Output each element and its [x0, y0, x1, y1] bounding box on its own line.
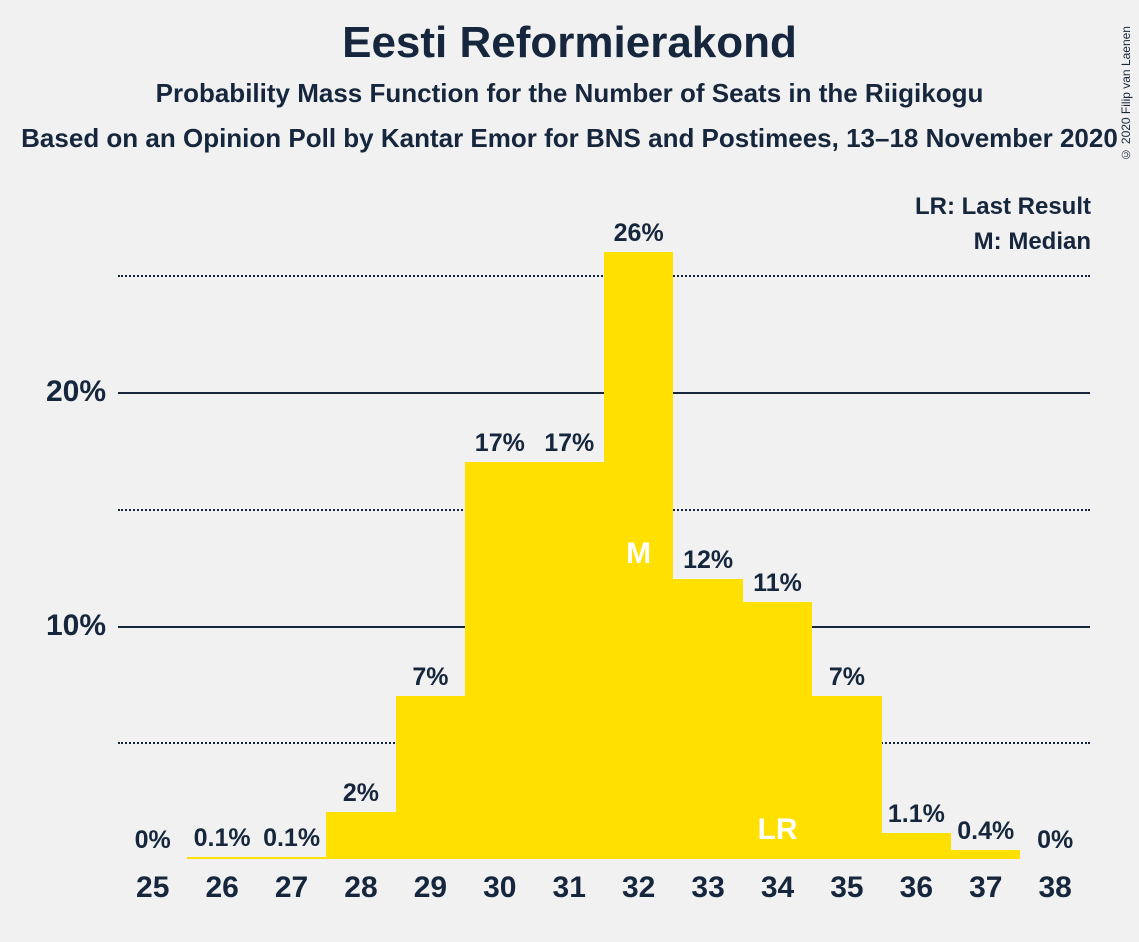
- bar: [812, 696, 881, 859]
- bar-slot: 1.1%: [882, 217, 951, 859]
- bar-slot: 26% M: [604, 217, 673, 859]
- bar-value-label: 12%: [673, 546, 742, 575]
- bar-value-label: 7%: [396, 663, 465, 692]
- bar-slot: 17%: [465, 217, 534, 859]
- bar-annotation: M: [604, 537, 673, 571]
- bar-slot: 7%: [396, 217, 465, 859]
- bar-value-label: 0%: [118, 826, 187, 855]
- bar-value-label: 26%: [604, 219, 673, 248]
- x-axis-category-label: 38: [1020, 871, 1089, 905]
- bar-value-label: 11%: [743, 569, 812, 598]
- x-axis-category-label: 37: [951, 871, 1020, 905]
- x-axis-category-label: 29: [396, 871, 465, 905]
- chart-subtitle-2: Based on an Opinion Poll by Kantar Emor …: [0, 123, 1139, 154]
- chart-subtitle-1: Probability Mass Function for the Number…: [0, 78, 1139, 109]
- bar: [187, 857, 256, 859]
- bar-slot: 0.4%: [951, 217, 1020, 859]
- x-axis-category-label: 28: [326, 871, 395, 905]
- bar-value-label: 2%: [326, 779, 395, 808]
- bars-container: 0%0.1%0.1%2%7%17%17%26%M12%11%LR7%1.1%0.…: [118, 217, 1090, 859]
- x-axis-category-label: 33: [673, 871, 742, 905]
- x-axis-category-label: 31: [535, 871, 604, 905]
- bar: [673, 579, 742, 859]
- bar-value-label: 0.4%: [951, 817, 1020, 846]
- bar-slot: 0.1%: [257, 217, 326, 859]
- bar-value-label: 7%: [812, 663, 881, 692]
- y-axis-label: 10%: [46, 609, 106, 643]
- bar-value-label: 0%: [1020, 826, 1089, 855]
- bar-slot: 2%: [326, 217, 395, 859]
- x-axis-category-label: 32: [604, 871, 673, 905]
- chart-plot-area: 10%20% 0%0.1%0.1%2%7%17%17%26%M12%11%LR7…: [118, 217, 1090, 859]
- bar: [535, 462, 604, 859]
- bar-slot: 12%: [673, 217, 742, 859]
- x-axis-category-label: 36: [882, 871, 951, 905]
- x-axis-labels: 2526272829303132333435363738: [118, 871, 1090, 905]
- chart-title: Eesti Reformierakond: [0, 18, 1139, 68]
- x-axis-category-label: 30: [465, 871, 534, 905]
- bar: [326, 812, 395, 859]
- bar: [396, 696, 465, 859]
- x-axis-category-label: 25: [118, 871, 187, 905]
- x-axis-category-label: 34: [743, 871, 812, 905]
- copyright-text: © 2020 Filip van Laenen: [1119, 26, 1133, 161]
- bar: [951, 850, 1020, 859]
- bar-value-label: 0.1%: [257, 824, 326, 853]
- bar-value-label: 1.1%: [882, 800, 951, 829]
- bar-value-label: 17%: [535, 429, 604, 458]
- bar-annotation: LR: [743, 813, 812, 847]
- y-axis-label: 20%: [46, 375, 106, 409]
- x-axis-category-label: 27: [257, 871, 326, 905]
- bar-slot: 0%: [1020, 217, 1089, 859]
- bar-slot: 7%: [812, 217, 881, 859]
- bar: [882, 833, 951, 859]
- bar-slot: 0%: [118, 217, 187, 859]
- bar-slot: 0.1%: [187, 217, 256, 859]
- bar: [257, 857, 326, 859]
- bar-value-label: 0.1%: [187, 824, 256, 853]
- x-axis-category-label: 26: [187, 871, 256, 905]
- bar-slot: 17%: [535, 217, 604, 859]
- bar-value-label: 17%: [465, 429, 534, 458]
- bar: [465, 462, 534, 859]
- x-axis-category-label: 35: [812, 871, 881, 905]
- bar-slot: 11% LR: [743, 217, 812, 859]
